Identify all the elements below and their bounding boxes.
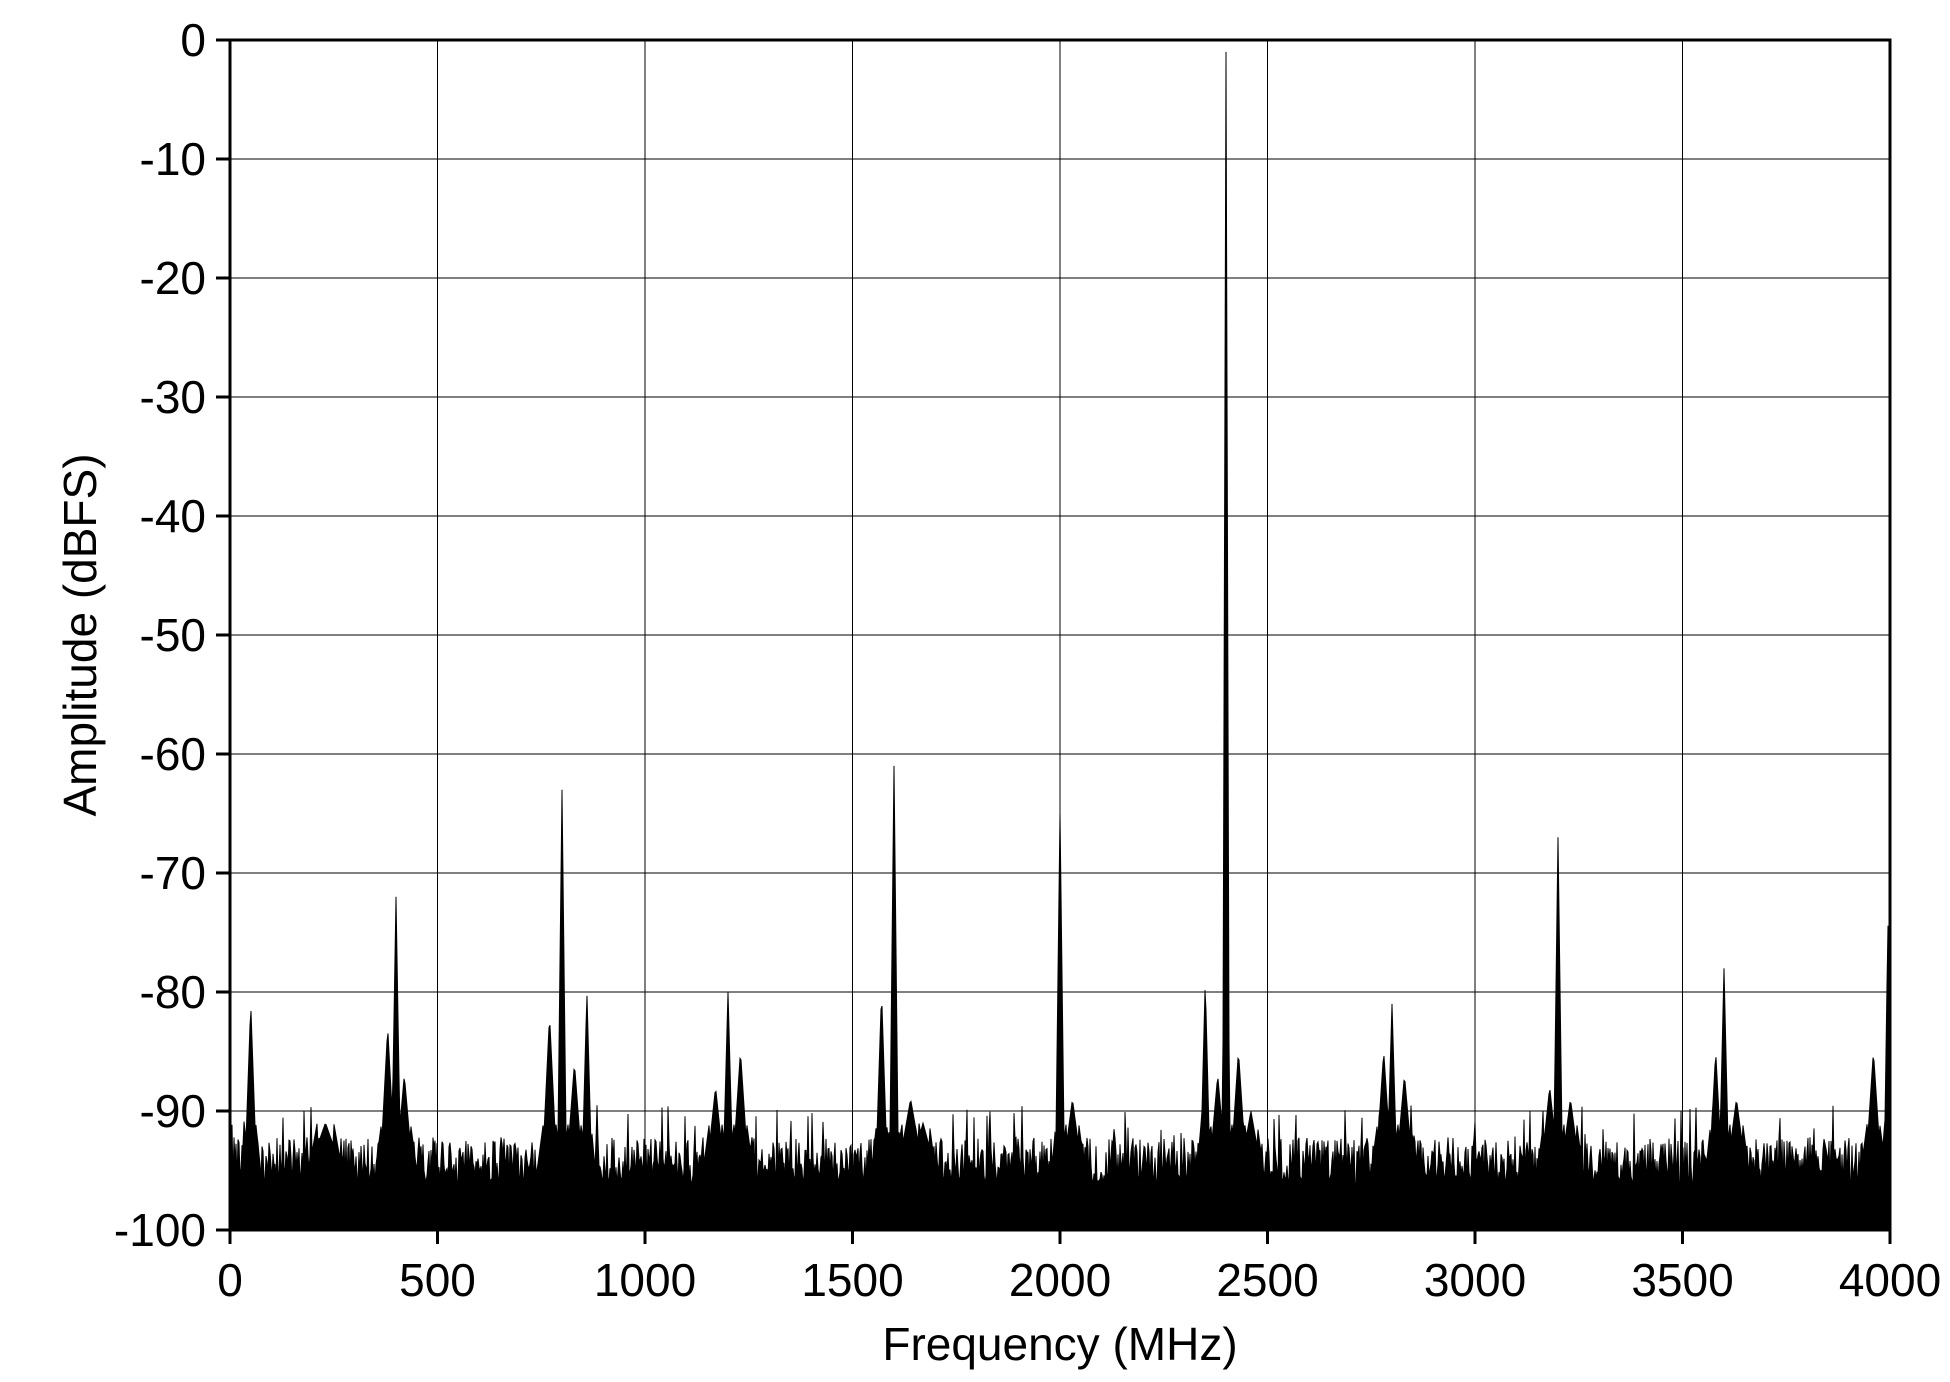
- x-tick-label: 3000: [1424, 1254, 1526, 1306]
- x-tick-label: 3500: [1631, 1254, 1733, 1306]
- y-tick-label: -70: [140, 847, 206, 899]
- x-tick-label: 1500: [801, 1254, 903, 1306]
- y-tick-label: -80: [140, 966, 206, 1018]
- x-tick-label: 0: [217, 1254, 243, 1306]
- spectrum-chart: 05001000150020002500300035004000-100-90-…: [0, 0, 1950, 1382]
- y-tick-label: -10: [140, 133, 206, 185]
- y-tick-label: -100: [114, 1204, 206, 1256]
- x-tick-label: 500: [399, 1254, 476, 1306]
- chart-svg: 05001000150020002500300035004000-100-90-…: [0, 0, 1950, 1382]
- x-tick-label: 1000: [594, 1254, 696, 1306]
- y-tick-label: -40: [140, 490, 206, 542]
- y-axis-label: Amplitude (dBFS): [54, 453, 106, 816]
- x-axis-label: Frequency (MHz): [882, 1318, 1237, 1370]
- y-tick-label: -90: [140, 1085, 206, 1137]
- x-tick-label: 4000: [1839, 1254, 1941, 1306]
- x-tick-label: 2500: [1216, 1254, 1318, 1306]
- y-tick-label: -20: [140, 252, 206, 304]
- y-tick-label: -30: [140, 371, 206, 423]
- x-tick-label: 2000: [1009, 1254, 1111, 1306]
- y-tick-label: -50: [140, 609, 206, 661]
- y-tick-label: -60: [140, 728, 206, 780]
- y-tick-label: 0: [180, 14, 206, 66]
